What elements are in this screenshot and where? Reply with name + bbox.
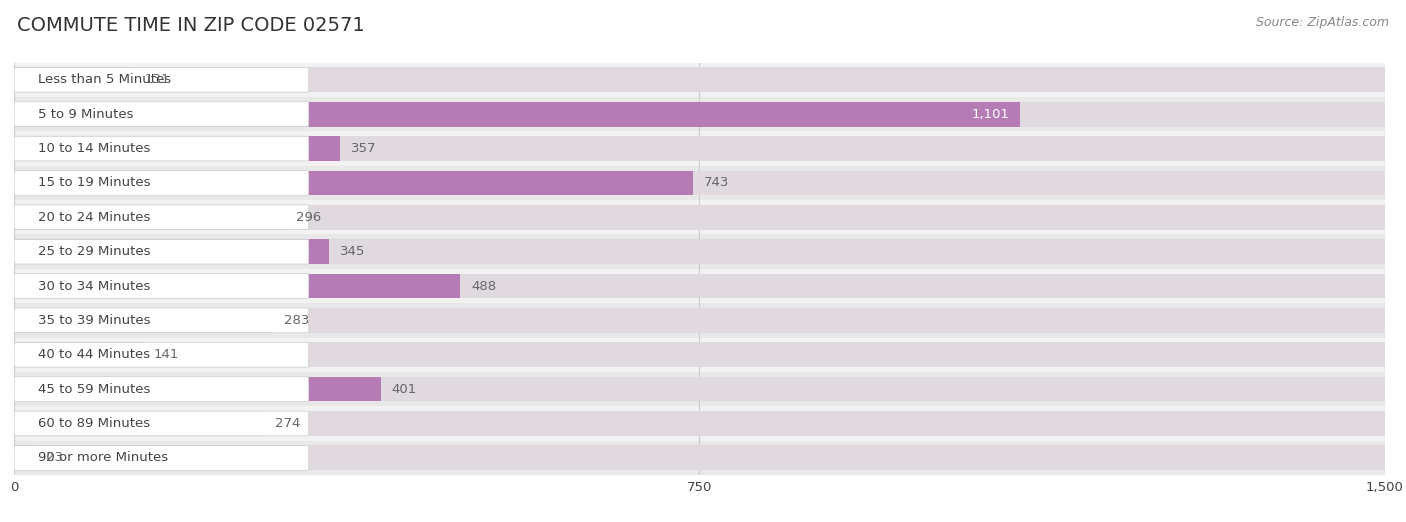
Bar xyxy=(14,269,1385,303)
Bar xyxy=(14,67,1385,92)
Text: 357: 357 xyxy=(352,142,377,155)
Bar xyxy=(14,102,1385,126)
Bar xyxy=(14,166,1385,200)
Text: Less than 5 Minutes: Less than 5 Minutes xyxy=(38,73,170,86)
Bar xyxy=(14,342,143,367)
Text: 274: 274 xyxy=(276,417,301,430)
Text: 25 to 29 Minutes: 25 to 29 Minutes xyxy=(38,245,150,258)
Text: 141: 141 xyxy=(153,348,179,361)
Bar xyxy=(14,377,381,401)
Text: COMMUTE TIME IN ZIP CODE 02571: COMMUTE TIME IN ZIP CODE 02571 xyxy=(17,16,364,34)
Bar xyxy=(14,239,329,264)
Bar xyxy=(14,308,273,333)
Bar xyxy=(14,200,1385,234)
Bar xyxy=(14,136,340,161)
Text: 283: 283 xyxy=(284,314,309,327)
FancyBboxPatch shape xyxy=(14,274,309,299)
Bar xyxy=(14,234,1385,269)
Bar xyxy=(14,97,1385,132)
FancyBboxPatch shape xyxy=(14,136,309,161)
Text: 488: 488 xyxy=(471,279,496,292)
Text: 5 to 9 Minutes: 5 to 9 Minutes xyxy=(38,108,134,121)
FancyBboxPatch shape xyxy=(14,377,309,401)
FancyBboxPatch shape xyxy=(14,445,309,470)
Text: 45 to 59 Minutes: 45 to 59 Minutes xyxy=(38,383,150,396)
Text: 15 to 19 Minutes: 15 to 19 Minutes xyxy=(38,176,150,189)
Text: 743: 743 xyxy=(704,176,730,189)
Bar xyxy=(14,171,1385,195)
Text: 90 or more Minutes: 90 or more Minutes xyxy=(38,452,167,465)
Text: 1,101: 1,101 xyxy=(972,108,1010,121)
Bar xyxy=(14,274,1385,299)
Bar xyxy=(14,274,460,299)
Bar xyxy=(14,372,1385,406)
Text: 30 to 34 Minutes: 30 to 34 Minutes xyxy=(38,279,150,292)
Bar xyxy=(14,411,1385,436)
Bar xyxy=(14,303,1385,338)
Text: 10 to 14 Minutes: 10 to 14 Minutes xyxy=(38,142,150,155)
Text: 20 to 24 Minutes: 20 to 24 Minutes xyxy=(38,211,150,224)
Bar xyxy=(14,102,1021,126)
FancyBboxPatch shape xyxy=(14,239,309,264)
Bar xyxy=(14,132,1385,166)
Text: 35 to 39 Minutes: 35 to 39 Minutes xyxy=(38,314,150,327)
Bar xyxy=(14,377,1385,401)
Text: 23: 23 xyxy=(46,452,63,465)
Bar xyxy=(14,445,1385,470)
Text: 345: 345 xyxy=(340,245,366,258)
Text: 60 to 89 Minutes: 60 to 89 Minutes xyxy=(38,417,150,430)
Bar xyxy=(14,63,1385,97)
Bar xyxy=(14,441,1385,475)
Bar xyxy=(14,308,1385,333)
Text: 296: 296 xyxy=(295,211,321,224)
Bar xyxy=(14,171,693,195)
Bar xyxy=(14,136,1385,161)
Bar xyxy=(14,239,1385,264)
Text: 131: 131 xyxy=(145,73,170,86)
Bar xyxy=(14,406,1385,441)
Bar xyxy=(14,411,264,436)
Text: Source: ZipAtlas.com: Source: ZipAtlas.com xyxy=(1256,16,1389,29)
FancyBboxPatch shape xyxy=(14,102,309,126)
Bar xyxy=(14,445,35,470)
FancyBboxPatch shape xyxy=(14,171,309,195)
FancyBboxPatch shape xyxy=(14,342,309,367)
FancyBboxPatch shape xyxy=(14,411,309,436)
Bar xyxy=(14,205,284,230)
Text: 40 to 44 Minutes: 40 to 44 Minutes xyxy=(38,348,150,361)
FancyBboxPatch shape xyxy=(14,67,309,92)
FancyBboxPatch shape xyxy=(14,308,309,333)
Bar xyxy=(14,342,1385,367)
Bar xyxy=(14,205,1385,230)
Bar xyxy=(14,67,134,92)
FancyBboxPatch shape xyxy=(14,205,309,230)
Text: 401: 401 xyxy=(391,383,416,396)
Bar xyxy=(14,338,1385,372)
